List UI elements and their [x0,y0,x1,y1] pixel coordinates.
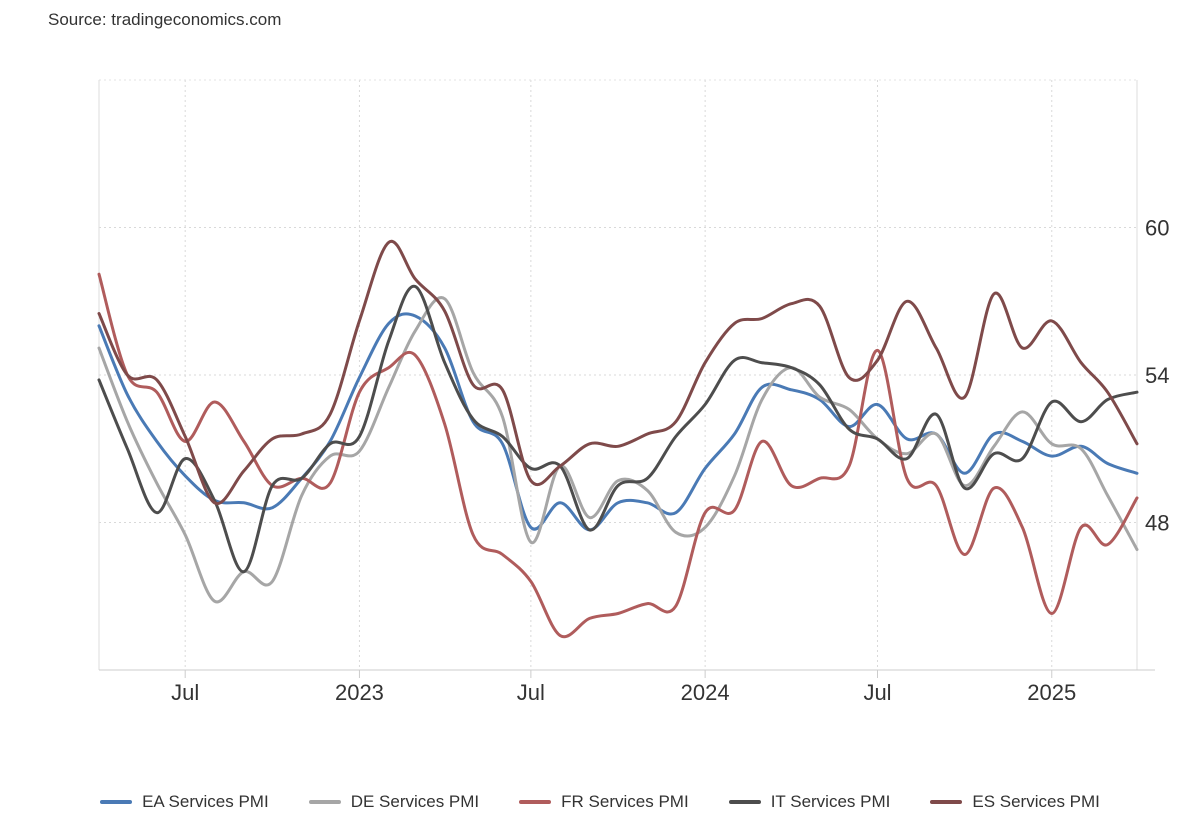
source-label: Source: tradingeconomics.com [48,10,282,29]
y-tick-label: 60 [1145,216,1169,241]
legend-label: FR Services PMI [561,792,689,811]
legend-label: IT Services PMI [770,792,891,811]
grid [99,79,1137,670]
legend-label: EA Services PMI [142,792,269,811]
axes [98,80,1155,678]
tick-labels: Jul 2023 Jul 2024 Jul 2025 48 54 60 [171,216,1169,706]
legend-label: ES Services PMI [972,792,1100,811]
series-line-it-services-pmi [97,284,1139,574]
legend-swatch [308,800,341,804]
series-line-ea-services-pmi [97,312,1139,532]
legend-item[interactable]: FR Services PMI [519,792,689,812]
x-tick-label: 2024 [681,680,730,705]
legend-item[interactable]: ES Services PMI [930,792,1100,812]
x-tick-label: Jul [517,680,545,705]
x-tick-label: 2025 [1027,680,1076,705]
legend-swatch [930,800,963,804]
legend-item[interactable]: IT Services PMI [728,792,891,812]
legend-swatch [519,800,552,804]
legend-item[interactable]: EA Services PMI [100,792,269,812]
x-tick-label: Jul [171,680,199,705]
legend-item[interactable]: DE Services PMI [308,792,480,812]
legend-label: DE Services PMI [350,792,480,811]
line-chart: Jul 2023 Jul 2024 Jul 2025 48 54 60 [97,79,1169,706]
series-line-fr-services-pmi [97,272,1139,639]
series-lines [97,239,1139,639]
legend: EA Services PMI DE Services PMI FR Service… [0,792,1200,812]
y-tick-label: 54 [1145,363,1169,388]
legend-swatch [728,800,761,804]
x-tick-label: 2023 [335,680,384,705]
legend-swatch [100,800,133,804]
y-tick-label: 48 [1145,511,1169,536]
series-line-es-services-pmi [97,239,1139,506]
x-tick-label: Jul [863,680,891,705]
